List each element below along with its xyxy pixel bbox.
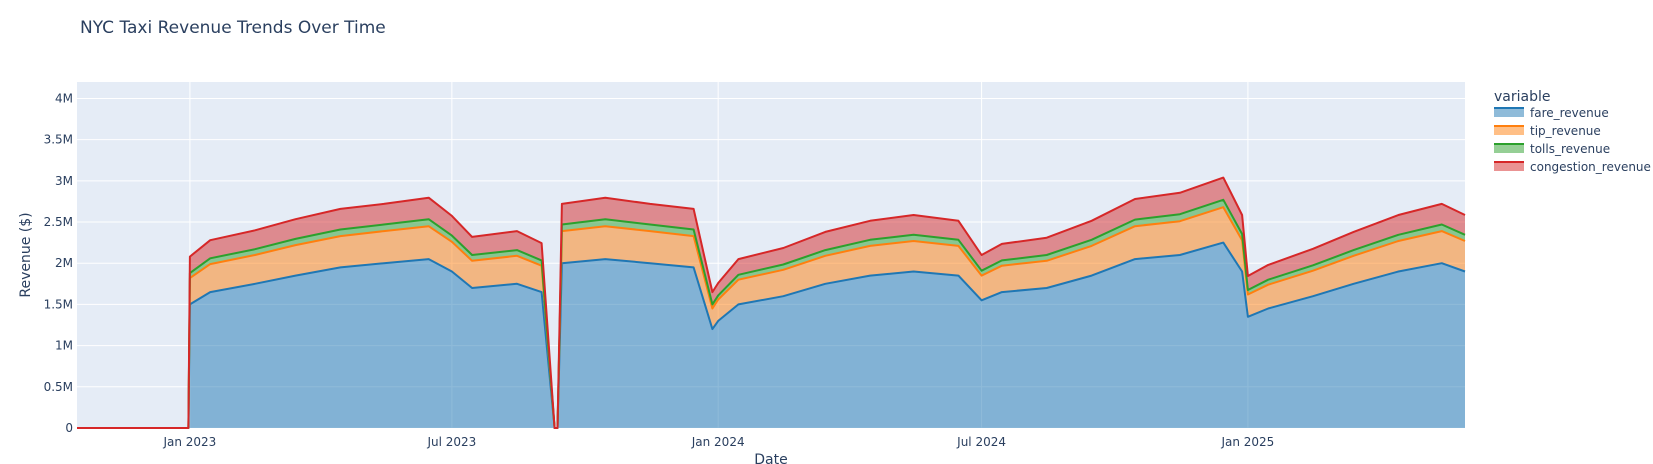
y-tick-label: 3M <box>55 174 73 188</box>
series-lines <box>77 176 1466 429</box>
legend-label: tolls_revenue <box>1530 142 1610 156</box>
legend-title: variable <box>1494 89 1550 105</box>
x-tick-label: Jan 2023 <box>162 435 216 449</box>
legend-item-tolls_revenue[interactable]: tolls_revenue <box>1494 142 1610 156</box>
legend-item-congestion_revenue[interactable]: congestion_revenue <box>1494 160 1651 174</box>
congestion_revenue-line <box>77 176 1466 429</box>
y-tick-label: 1.5M <box>44 297 73 311</box>
y-tick-label: 1M <box>55 339 73 353</box>
x-tick-label: Jul 2023 <box>426 435 476 449</box>
fare_revenue-area <box>77 242 1465 428</box>
legend-item-tip_revenue[interactable]: tip_revenue <box>1494 124 1601 138</box>
legend-swatch <box>1494 162 1524 171</box>
y-tick-label: 3.5M <box>44 133 73 147</box>
y-tick-label: 4M <box>55 91 73 105</box>
legend-label: fare_revenue <box>1530 106 1609 120</box>
legend-label: tip_revenue <box>1530 124 1601 138</box>
x-tick-label: Jan 2024 <box>691 435 745 449</box>
x-tick-label: Jan 2025 <box>1220 435 1274 449</box>
y-tick-label: 2.5M <box>44 215 73 229</box>
y-axis-title: Revenue ($) <box>18 212 34 297</box>
y-tick-label: 0.5M <box>44 380 73 394</box>
legend[interactable]: variable fare_revenue tip_revenue tolls_re… <box>1494 89 1651 174</box>
y-axis-ticks: 0 0.5M 1M 1.5M 2M 2.5M 3M 3.5M 4M <box>44 91 73 435</box>
y-tick-label: 2M <box>55 256 73 270</box>
tip_revenue-area <box>77 207 1465 428</box>
chart-title: NYC Taxi Revenue Trends Over Time <box>80 18 386 38</box>
x-axis-title: Date <box>754 452 787 464</box>
y-tick-label: 0 <box>65 421 73 435</box>
legend-label: congestion_revenue <box>1530 160 1651 174</box>
legend-item-fare_revenue[interactable]: fare_revenue <box>1494 106 1609 120</box>
x-tick-label: Jul 2024 <box>956 435 1006 449</box>
tolls_revenue-line <box>77 198 1466 429</box>
legend-swatch <box>1494 144 1524 153</box>
x-axis-ticks: Jan 2023 Jul 2023 Jan 2024 Jul 2024 Jan 2025 <box>162 435 1274 449</box>
fare_revenue-line <box>77 241 1466 429</box>
legend-swatch <box>1494 126 1524 135</box>
series-areas <box>77 177 1465 428</box>
legend-swatch <box>1494 108 1524 117</box>
